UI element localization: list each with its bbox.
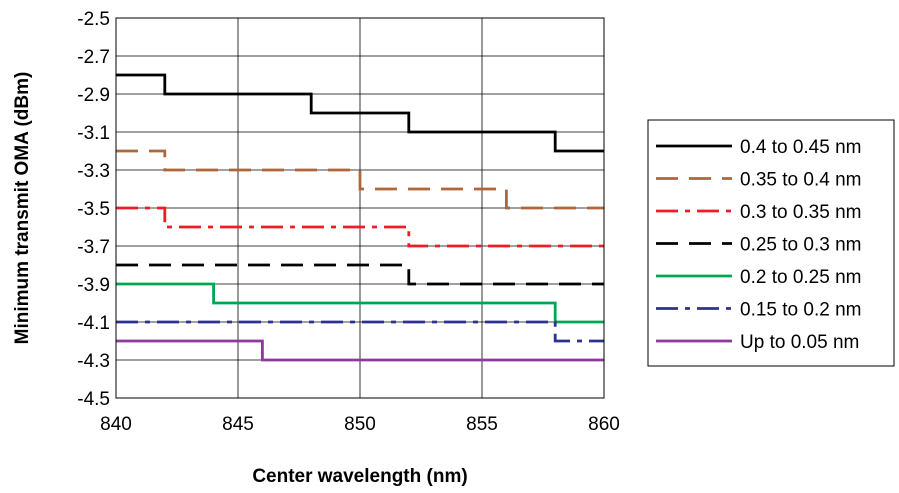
series-line-3: [116, 263, 604, 286]
x-tick-label: 860: [588, 414, 620, 435]
y-tick-label: -3.3: [77, 161, 110, 182]
series-line-6: [116, 339, 604, 362]
legend-label-6: Up to 0.05 nm: [740, 332, 859, 353]
series-line-5: [116, 320, 604, 343]
y-tick-label: -3.9: [77, 275, 110, 296]
legend-label-0: 0.4 to 0.45 nm: [740, 137, 861, 158]
series-line-1: [116, 149, 604, 210]
y-tick-label: -3.5: [77, 199, 110, 220]
y-tick-label: -2.5: [77, 9, 110, 30]
x-tick-label: 855: [466, 414, 498, 435]
legend-label-3: 0.25 to 0.3 nm: [740, 235, 861, 256]
y-tick-label: -4.1: [77, 313, 110, 334]
legend-label-1: 0.35 to 0.4 nm: [740, 170, 861, 191]
y-tick-label: -4.3: [77, 351, 110, 372]
x-tick-label: 840: [100, 414, 132, 435]
legend-label-2: 0.3 to 0.35 nm: [740, 202, 861, 223]
plot-frame: [115, 17, 605, 399]
x-axis-title: Center wavelength (nm): [252, 466, 467, 487]
series-line-4: [116, 282, 604, 324]
x-tick-label: 845: [222, 414, 254, 435]
legend-label-4: 0.2 to 0.25 nm: [740, 267, 861, 288]
series-group: [116, 73, 604, 362]
y-tick-label: -3.7: [77, 237, 110, 258]
legend: 0.4 to 0.45 nm 0.35 to 0.4 nm 0.3 to 0.35 …: [647, 119, 895, 367]
x-tick-labels: 840 845 850 855 860: [100, 414, 620, 435]
y-tick-label: -2.9: [77, 85, 110, 106]
y-tick-labels: -2.5 -2.7 -2.9 -3.1 -3.3 -3.5 -3.7 -3.9 -4.1 -4.3…: [77, 9, 110, 410]
x-tick-label: 850: [344, 414, 376, 435]
y-tick-label: -3.1: [77, 123, 110, 144]
y-tick-label: -4.5: [77, 389, 110, 410]
series-line-0: [116, 73, 604, 153]
y-axis-title: Minimum transmit OMA (dBm): [12, 72, 33, 345]
y-tick-label: -2.7: [77, 47, 110, 68]
legend-label-5: 0.15 to 0.2 nm: [740, 300, 861, 321]
